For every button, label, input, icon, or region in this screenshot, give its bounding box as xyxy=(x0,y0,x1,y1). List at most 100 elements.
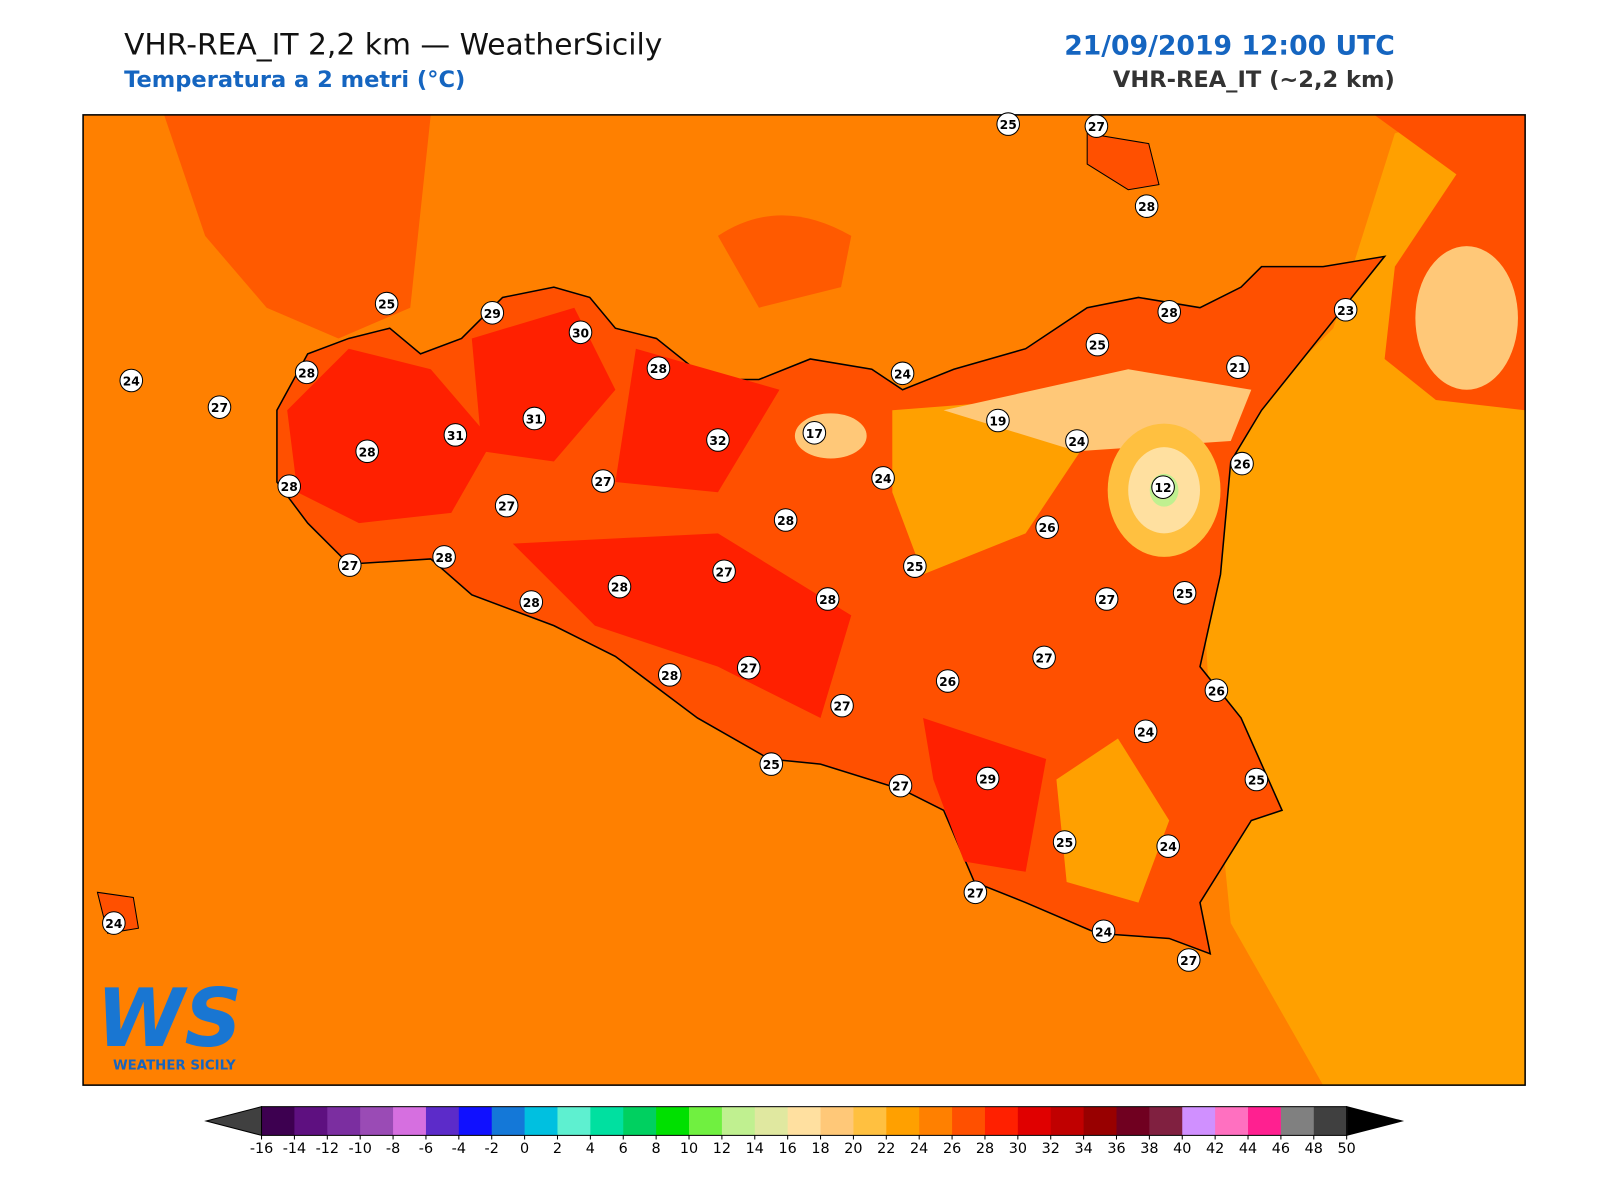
station-dot xyxy=(1032,645,1056,670)
station-value: 24 xyxy=(1160,840,1177,854)
colorbar-tick-label: 24 xyxy=(910,1141,928,1157)
colorbar-under xyxy=(204,1106,263,1137)
station: 25 xyxy=(1172,581,1197,605)
station-dot xyxy=(480,301,505,325)
station-dot xyxy=(1035,515,1059,539)
colorbar-tick-label: -2 xyxy=(485,1141,499,1157)
station-value: 25 xyxy=(906,560,923,574)
colorbar-bin xyxy=(261,1106,295,1136)
station: 25 xyxy=(374,291,399,316)
station-value: 27 xyxy=(1098,593,1115,607)
colorbar-bin xyxy=(886,1106,920,1136)
colorbar-tick-label: -14 xyxy=(283,1141,306,1157)
colorbar-bin xyxy=(820,1106,854,1136)
station-dot xyxy=(568,320,593,345)
station-value: 26 xyxy=(1208,684,1225,698)
colorbar-tick-label: 30 xyxy=(1009,1141,1027,1157)
colorbar-bin xyxy=(623,1106,657,1136)
station-dot xyxy=(935,669,960,693)
station-value: 25 xyxy=(1248,774,1265,788)
colorbar-tick-label: -10 xyxy=(348,1141,371,1157)
station: 28 xyxy=(657,663,682,687)
model: VHR-REA_IT (~2,2 km) xyxy=(1113,67,1395,93)
station-value: 28 xyxy=(819,593,836,607)
island xyxy=(1086,132,1160,191)
station: 24 xyxy=(1065,429,1089,453)
station: 27 xyxy=(963,880,988,905)
station: 28 xyxy=(355,439,379,464)
station-dot xyxy=(759,752,784,776)
colorbar-tick-label: 26 xyxy=(943,1141,961,1157)
colorbar-frame xyxy=(261,1106,1348,1136)
station-dot xyxy=(519,590,544,614)
station-dot xyxy=(712,559,736,584)
station: 27 xyxy=(1032,645,1056,670)
station-dot xyxy=(1156,834,1180,858)
station-value: 28 xyxy=(436,551,453,565)
station-value: 23 xyxy=(1337,304,1354,318)
colorbar-bin xyxy=(393,1106,427,1136)
station-dot xyxy=(1065,429,1089,453)
station-value: 27 xyxy=(595,475,612,489)
station-dot xyxy=(657,663,682,687)
station-dot xyxy=(888,773,913,798)
station-value: 27 xyxy=(498,500,515,514)
station-dot xyxy=(1091,919,1116,944)
station-dot xyxy=(773,508,798,532)
station-value: 28 xyxy=(777,514,794,528)
colorbar-bin xyxy=(1116,1106,1150,1136)
station-dot xyxy=(374,291,399,316)
colorbar-tick-label: 34 xyxy=(1074,1141,1092,1157)
station: 27 xyxy=(207,395,232,419)
station-dot xyxy=(1084,114,1109,138)
station-dot xyxy=(207,395,232,419)
hot-zone xyxy=(471,307,616,462)
station-value: 28 xyxy=(1138,200,1155,214)
colorbar-tick-label: 20 xyxy=(844,1141,862,1157)
station: 25 xyxy=(1052,830,1077,854)
station-value: 31 xyxy=(526,412,543,426)
colorbar-bin xyxy=(1313,1106,1348,1136)
colorbar-bin xyxy=(1280,1106,1315,1136)
station-dot xyxy=(736,655,761,680)
plume xyxy=(164,114,431,339)
colorbar-tick-label: -12 xyxy=(316,1141,339,1157)
station-value: 19 xyxy=(989,415,1006,429)
colorbar-bin xyxy=(1248,1106,1282,1136)
station-value: 24 xyxy=(875,472,892,486)
colorbar-tick-label: 40 xyxy=(1173,1141,1191,1157)
title: VHR-REA_IT 2,2 km — WeatherSicily xyxy=(124,27,662,62)
station: 28 xyxy=(607,574,632,599)
station-value: 26 xyxy=(939,675,956,689)
colorbar-bin xyxy=(754,1106,789,1136)
hot-zone xyxy=(923,717,1047,872)
station: 28 xyxy=(294,360,319,385)
station-dot xyxy=(815,587,840,611)
station-value: 27 xyxy=(716,565,733,579)
date: 21/09/2019 12:00 UTC xyxy=(1064,30,1395,61)
colorbar-bin xyxy=(1182,1106,1216,1136)
station: 26 xyxy=(1230,451,1254,476)
colorbar-bin xyxy=(491,1106,526,1136)
station-value: 30 xyxy=(572,326,589,340)
station-dot xyxy=(1204,678,1229,703)
hot-zone xyxy=(287,348,493,524)
station: 24 xyxy=(1156,834,1180,858)
colorbar-tick-label: 42 xyxy=(1206,1141,1224,1157)
station-dot xyxy=(119,368,144,393)
station-value: 28 xyxy=(298,366,315,380)
plume xyxy=(717,215,852,308)
colorbar-tick-label: 46 xyxy=(1272,1141,1290,1157)
station-dot xyxy=(1151,475,1175,499)
station-value: 29 xyxy=(979,772,996,786)
station: 24 xyxy=(871,466,895,490)
colorbar-tick-label: -6 xyxy=(419,1141,433,1157)
colorbar-bin xyxy=(952,1106,986,1136)
station-value: 27 xyxy=(1036,651,1053,665)
station-dot xyxy=(1094,587,1119,611)
station-value: 28 xyxy=(661,669,678,683)
station: 28 xyxy=(815,587,840,611)
colorbar-tick-label: 44 xyxy=(1239,1141,1257,1157)
station-value: 12 xyxy=(1155,481,1172,495)
